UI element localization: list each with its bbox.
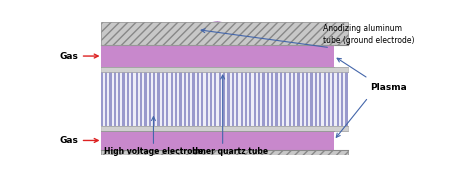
Bar (315, 72, 317, 126)
Bar (101, 72, 348, 126)
Bar (284, 72, 286, 126)
Bar (337, 72, 339, 126)
Bar (319, 72, 321, 126)
Bar (188, 72, 190, 126)
Bar (293, 72, 295, 126)
Bar (171, 72, 173, 126)
Bar (144, 72, 147, 126)
Bar (184, 72, 186, 126)
Text: Inner quartz tube: Inner quartz tube (192, 147, 268, 156)
Bar (114, 72, 116, 126)
Text: Gas: Gas (60, 136, 79, 145)
Bar (175, 72, 177, 126)
Bar (236, 72, 238, 126)
Bar (101, 126, 348, 131)
Bar (214, 72, 217, 126)
Bar (180, 72, 181, 126)
Bar (157, 72, 160, 126)
Bar (232, 72, 234, 126)
Bar (258, 72, 260, 126)
Bar (275, 72, 278, 126)
Bar (118, 72, 120, 126)
Bar (101, 72, 103, 126)
Bar (328, 72, 330, 126)
Bar (249, 72, 251, 126)
Bar (105, 72, 107, 126)
Bar (205, 72, 208, 126)
Bar (323, 72, 326, 126)
Bar (254, 72, 256, 126)
Text: Plasma: Plasma (370, 83, 407, 92)
Text: Anodizing aluminum
tube (ground electrode): Anodizing aluminum tube (ground electrod… (323, 24, 415, 45)
Bar (101, 45, 334, 67)
Bar (101, 149, 348, 171)
Bar (227, 72, 229, 126)
Bar (153, 72, 155, 126)
Bar (245, 72, 247, 126)
Text: Gas: Gas (60, 52, 79, 61)
Bar (306, 72, 308, 126)
Bar (210, 72, 212, 126)
Bar (110, 72, 111, 126)
Bar (289, 72, 291, 126)
Bar (298, 72, 299, 126)
Bar (271, 72, 273, 126)
Bar (311, 72, 313, 126)
Bar (140, 72, 142, 126)
Bar (131, 72, 133, 126)
Bar (197, 72, 199, 126)
Bar (280, 72, 282, 126)
Bar (192, 72, 195, 126)
Text: High voltage electrode: High voltage electrode (104, 147, 203, 156)
Bar (341, 72, 343, 126)
Bar (166, 72, 168, 126)
Bar (101, 22, 348, 45)
Bar (219, 72, 221, 126)
Bar (262, 72, 265, 126)
Bar (162, 72, 164, 126)
Bar (136, 72, 138, 126)
Bar (127, 72, 129, 126)
Bar (267, 72, 269, 126)
Bar (123, 72, 125, 126)
Bar (302, 72, 304, 126)
Bar (201, 72, 204, 126)
Bar (345, 72, 348, 126)
Bar (332, 72, 335, 126)
Polygon shape (205, 0, 229, 21)
Bar (241, 72, 243, 126)
Bar (149, 72, 151, 126)
Bar (101, 131, 334, 149)
Bar (223, 72, 225, 126)
Bar (101, 67, 348, 72)
